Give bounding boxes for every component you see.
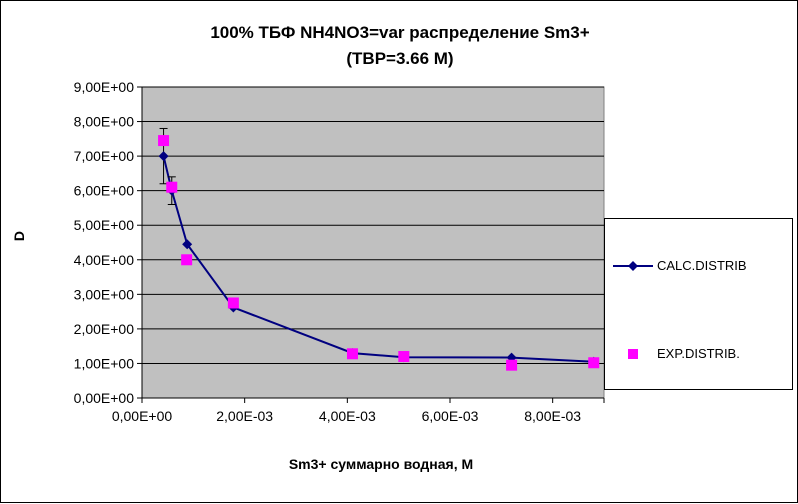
y-tick-label: 0,00E+00 — [74, 390, 135, 406]
calc-point — [182, 239, 193, 250]
exp-point — [588, 357, 600, 369]
exp-point — [506, 359, 518, 371]
x-tick-label: 6,00E-03 — [422, 408, 479, 424]
chart-title-line-1: 100% ТБФ NH4NO3=var распределение Sm3+ — [210, 23, 590, 42]
calc-point — [158, 151, 169, 162]
legend-item-calc: CALC.DISTRIB — [605, 256, 792, 276]
y-tick-label: 5,00E+00 — [74, 217, 135, 233]
y-tick-label: 1,00E+00 — [74, 355, 135, 371]
exp-point — [398, 351, 410, 363]
y-tick-label: 8,00E+00 — [74, 114, 135, 130]
calc-series-line — [162, 155, 594, 363]
x-axis-label: Sm3+ суммарно водная, М — [288, 456, 474, 472]
chart-title-line-2: (ТВР=3.66 М) — [346, 49, 454, 68]
y-tick-label: 4,00E+00 — [74, 252, 135, 268]
legend: CALC.DISTRIB EXP.DISTRIB. — [604, 218, 793, 390]
exp-point — [181, 254, 193, 266]
plot-area — [141, 86, 605, 399]
x-tick-label: 4,00E-03 — [319, 408, 376, 424]
y-tick-label: 7,00E+00 — [74, 148, 135, 164]
legend-calc-marker — [628, 261, 638, 271]
x-tick-label: 0,00E+00 — [112, 408, 173, 424]
x-tick-label: 8,00E-03 — [524, 408, 581, 424]
exp-point — [227, 297, 239, 309]
legend-exp-label: EXP.DISTRIB. — [657, 346, 740, 361]
legend-exp-marker — [628, 349, 638, 359]
y-tick-label: 2,00E+00 — [74, 321, 135, 337]
y-axis-label: D — [11, 230, 27, 242]
legend-item-exp: EXP.DISTRIB. — [605, 344, 792, 364]
legend-calc-label: CALC.DISTRIB — [657, 258, 747, 273]
y-tick-label: 3,00E+00 — [74, 286, 135, 302]
exp-point — [346, 348, 358, 360]
y-tick-label: 6,00E+00 — [74, 183, 135, 199]
exp-point — [158, 135, 170, 147]
x-tick-label: 2,00E-03 — [216, 408, 273, 424]
y-tick-label: 9,00E+00 — [74, 79, 135, 95]
exp-point — [166, 181, 178, 193]
